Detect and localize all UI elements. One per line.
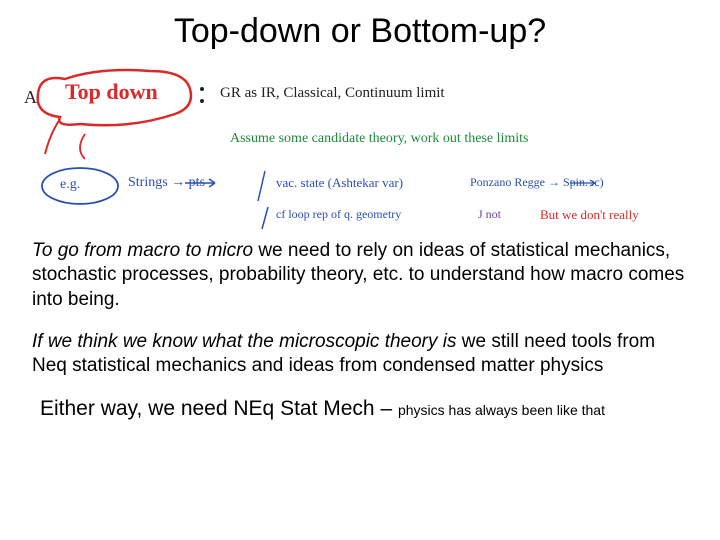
conclusion-small: physics has always been like that — [398, 402, 605, 418]
slide-title: Top-down or Bottom-up? — [0, 0, 720, 59]
hw-j-not: J not — [478, 207, 501, 222]
colon-dot — [200, 99, 204, 103]
colon-dot — [200, 87, 204, 91]
hw-eg: e.g. — [60, 177, 80, 193]
divider-slash — [258, 171, 265, 201]
hw-but-we: But we don't really — [540, 207, 639, 223]
hw-A-label: A — [24, 87, 37, 108]
paragraph-2: If we think we know what the microscopic… — [32, 330, 688, 379]
hw-loop-rep: cf loop rep of q. geometry — [276, 207, 401, 222]
divider-slash-2 — [262, 207, 268, 229]
conclusion-line: Either way, we need NEq Stat Mech – phys… — [0, 397, 720, 421]
paragraph-1: To go from macro to micro we need to rel… — [32, 239, 688, 312]
hw-top-down: Top down — [65, 79, 158, 105]
hw-vac-state: vac. state (Ashtekar var) — [276, 175, 403, 191]
red-arc-small — [80, 134, 85, 159]
red-tail — [45, 119, 60, 154]
p2-italic: If we think we know what the microscopic… — [32, 331, 462, 352]
conclusion-main: Either way, we need NEq Stat Mech – — [40, 397, 398, 420]
handwriting-area: A Top down GR as IR, Classical, Continuu… — [10, 59, 710, 239]
hw-assume-line: Assume some candidate theory, work out t… — [230, 131, 528, 147]
hw-ponzano: Ponzano Regge → Spin. :c) — [470, 175, 604, 190]
p1-italic: To go from macro to micro — [32, 240, 258, 261]
hw-gr-line: GR as IR, Classical, Continuum limit — [220, 85, 445, 102]
body-text: To go from macro to micro we need to rel… — [0, 239, 720, 379]
hw-strings: Strings → pts — [128, 175, 205, 191]
